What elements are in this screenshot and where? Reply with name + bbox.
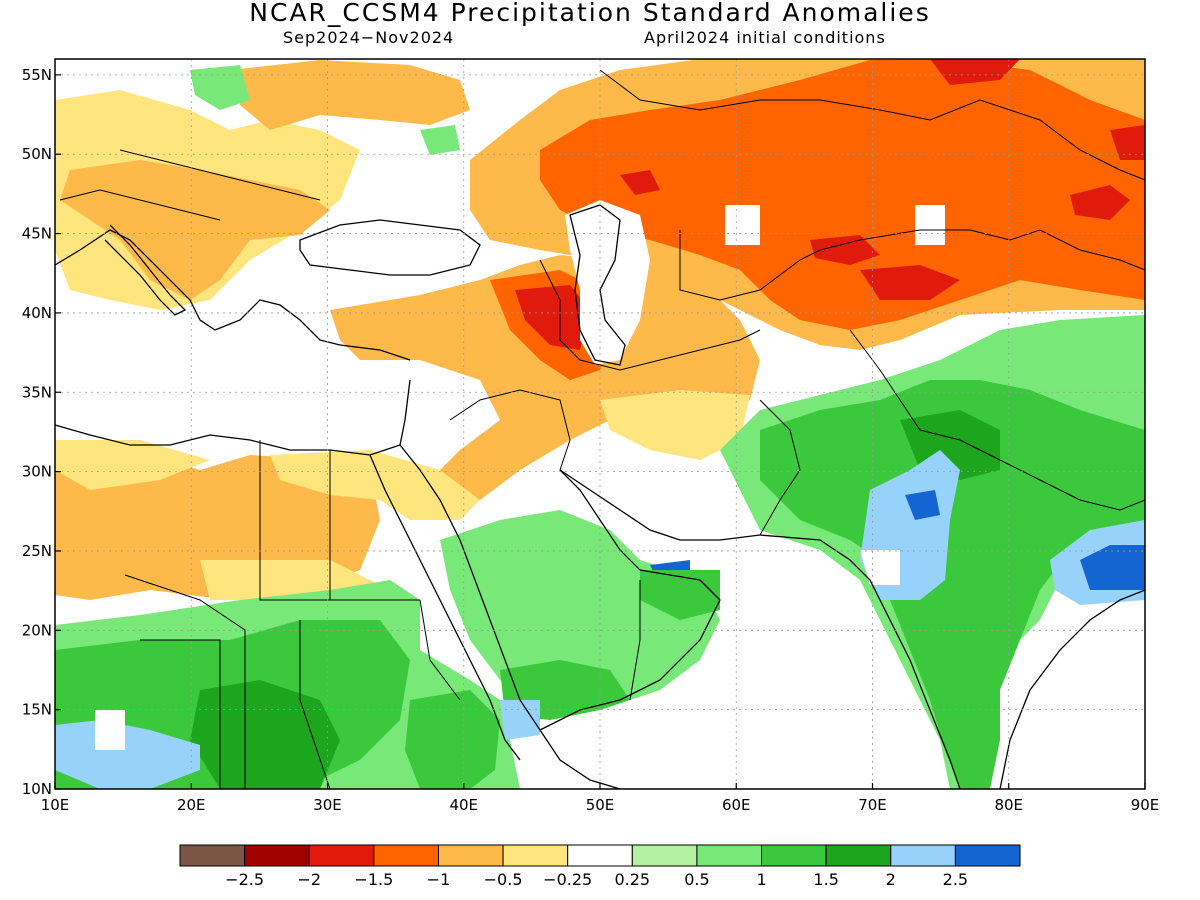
colorbar-label: 2 (886, 870, 896, 889)
caucasus-red-region (515, 285, 590, 350)
colorbar-label: −0.5 (484, 870, 523, 889)
colorbar-swatch (179, 844, 246, 867)
coastlines (55, 204, 1145, 789)
colorbar-label: −1 (427, 870, 451, 889)
ukraine-wet-patch (190, 65, 250, 110)
colorbar-swatch (631, 844, 698, 867)
colorbar-label: −0.25 (543, 870, 592, 889)
colorbar-label: 2.5 (943, 870, 968, 889)
lat-tick-label: 45N (22, 225, 52, 243)
russia-wet-patch (420, 125, 460, 155)
map-title: NCAR_CCSM4 Precipitation Standard Anomal… (249, 0, 931, 27)
grid-lines (55, 59, 1145, 789)
season-label: Sep2024−Nov2024 (283, 28, 455, 47)
colorbar-label: 0.5 (684, 870, 709, 889)
lon-tick-label: 80E (994, 796, 1023, 814)
lat-tick-label: 50N (22, 145, 52, 163)
lon-tick-label: 10E (41, 796, 70, 814)
lat-tick-label: 35N (22, 383, 52, 401)
colorbar-label: −2 (297, 870, 321, 889)
central-asia-red-patch-2 (810, 235, 880, 265)
chad-light-blue (55, 720, 200, 789)
lon-tick-label: 20E (177, 796, 206, 814)
eastern-europe-dry-region (230, 60, 470, 130)
colorbar-label: −2.5 (225, 870, 264, 889)
central-asia-red-patch-3 (860, 265, 960, 300)
lat-tick-label: 30N (22, 463, 52, 481)
lon-tick-label: 60E (722, 796, 751, 814)
lat-tick-label: 10N (22, 780, 52, 798)
colorbar-swatch (890, 844, 956, 867)
sahara-yellow-region (55, 440, 210, 490)
caspian-white-region (565, 200, 650, 365)
lat-tick-label: 25N (22, 542, 52, 560)
latitude-axis: 10N 15N 20N 25N 30N 35N 40N 45N 50N 55N (22, 66, 61, 798)
anomaly-field (55, 59, 1145, 789)
arabia-wet-region (440, 510, 720, 710)
longitude-axis: 10E 20E 30E 40E 50E 60E 70E 80E 90E (41, 783, 1160, 814)
lon-tick-label: 30E (313, 796, 342, 814)
colorbar-swatch (437, 844, 504, 867)
turkey-iran-dry-region (330, 255, 760, 510)
lon-tick-label: 90E (1131, 796, 1160, 814)
lon-tick-label: 70E (858, 796, 887, 814)
lon-tick-label: 40E (449, 796, 478, 814)
siberia-red-patch (930, 59, 1020, 85)
bangladesh-blue-patch (1080, 545, 1145, 590)
chad-white-patch (95, 710, 125, 750)
gulf-green (640, 570, 720, 620)
lat-tick-label: 20N (22, 621, 52, 639)
balkhash-white-patch (915, 205, 945, 245)
country-borders (59, 69, 1145, 789)
lat-tick-label: 40N (22, 304, 52, 322)
siberia-red-patch-2 (1110, 125, 1145, 160)
central-asia-red-patch-1 (620, 170, 660, 195)
lon-tick-label: 50E (586, 796, 615, 814)
colorbar-label: 1 (756, 870, 766, 889)
colorbar-swatch (954, 844, 1021, 867)
arabia-yellow-region (270, 450, 480, 520)
iran-yellow-region (600, 390, 750, 460)
colorbar-swatch (244, 844, 310, 867)
india-green-core (760, 380, 1145, 789)
colorbar-label: 0.25 (614, 870, 650, 889)
colorbar-swatch (761, 844, 827, 867)
colorbar-label: 1.5 (813, 870, 838, 889)
colorbar-swatch (696, 844, 763, 867)
lat-tick-label: 55N (22, 66, 52, 84)
mongolia-red-patch (1070, 185, 1130, 220)
colorbar-swatch (825, 844, 892, 867)
initial-conditions-label: April2024 initial conditions (644, 28, 886, 47)
colorbar-swatch (373, 844, 439, 867)
colorbar-swatch (308, 844, 375, 867)
aral-white-patch (725, 205, 760, 245)
lat-tick-label: 15N (22, 701, 52, 719)
colorbar: −2.5 −2 −1.5 −1 −0.5 −0.25 0.25 0.5 1 1.5 2 2.5 (179, 844, 1021, 889)
india-coast-white (860, 550, 900, 585)
balkans-dry-region (60, 160, 330, 300)
colorbar-swatch (567, 844, 633, 867)
kazakhstan-orange-region (540, 59, 1145, 330)
rajasthan-blue-patch (905, 490, 940, 520)
ethiopia-wet-region (405, 690, 500, 789)
colorbar-label: −1.5 (354, 870, 393, 889)
colorbar-swatch (502, 844, 569, 867)
